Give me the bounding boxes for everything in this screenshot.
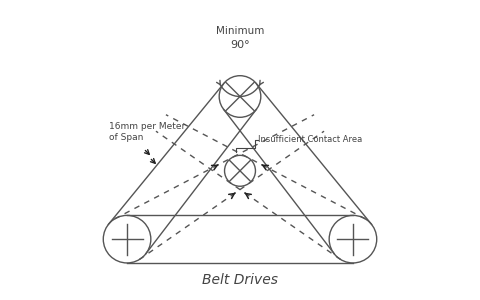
Text: Insufficient Contact Area: Insufficient Contact Area	[258, 135, 362, 144]
Text: 16mm per Meter
of Span: 16mm per Meter of Span	[109, 122, 185, 142]
Text: 90°: 90°	[230, 40, 250, 50]
Text: Minimum: Minimum	[216, 26, 264, 36]
Text: Belt Drives: Belt Drives	[202, 273, 278, 287]
